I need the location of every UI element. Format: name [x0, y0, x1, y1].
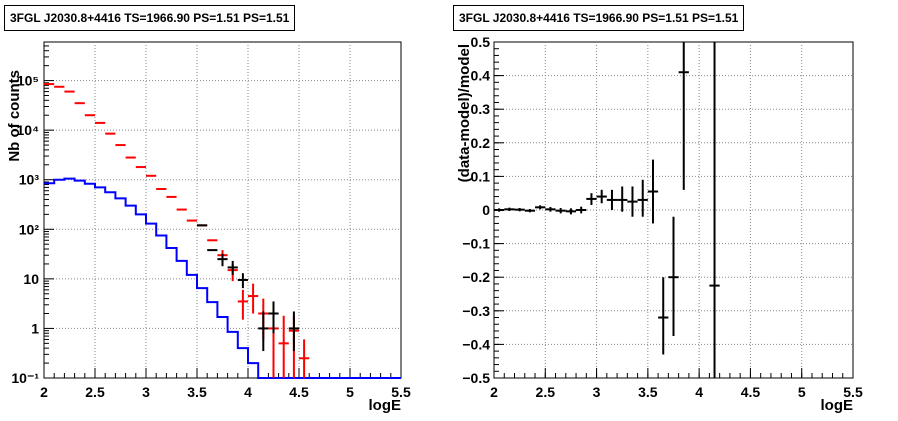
x-tick-label: 5.5	[391, 384, 411, 400]
y-tick-label: −0.2	[462, 269, 490, 285]
left-chart-panel: 2 2.5 3 3.5 4 4.5 5 5.5 10⁻¹ 1 10 10² 10³ 10⁴ 10⁵ logE N…	[4, 5, 411, 414]
y-tick-label: −0.3	[462, 303, 490, 319]
x-tick-label: 2.5	[85, 384, 105, 400]
x-tick-label: 2.5	[536, 384, 556, 400]
y-tick-label: 10³	[19, 172, 40, 188]
y-tick-label: 10²	[19, 221, 40, 237]
x-tick-label: 4	[695, 384, 703, 400]
y-tick-label: 0	[482, 202, 490, 218]
right-chart-panel: 2 2.5 3 3.5 4 4.5 5 5.5 −0.5 −0.4 −0.3 −0.2 −0.1 0 0.1…	[449, 0, 898, 421]
x-tick-label: 4	[244, 384, 252, 400]
y-tick-label: −0.5	[462, 370, 490, 386]
y-tick-label: 0.2	[471, 135, 491, 151]
y-axis-label: (data-model)/model	[456, 44, 473, 182]
y-tick-label: 0.5	[471, 34, 491, 50]
counts-chart: 2 2.5 3 3.5 4 4.5 5 5.5 10⁻¹ 1 10 10² 10³ 10⁴ 10⁵ logE N…	[6, 41, 411, 414]
residuals-chart: 2 2.5 3 3.5 4 4.5 5 5.5 −0.5 −0.4 −0.3 −0.2 −0.1 0 0.1…	[456, 34, 863, 414]
x-axis-label: logE	[369, 397, 402, 414]
x-tick-label: 3.5	[187, 384, 207, 400]
y-tick-label: 10	[23, 271, 39, 287]
x-tick-label: 2	[40, 384, 48, 400]
y-tick-label: 0.4	[471, 68, 491, 84]
right-chart-title: 3FGL J2030.8+4416 TS=1966.90 PS=1.51 PS=…	[453, 5, 745, 31]
x-tick-label: 4.5	[289, 384, 309, 400]
x-tick-label: 3.5	[638, 384, 658, 400]
y-tick-label: 10⁵	[17, 73, 39, 89]
y-tick-label: −0.1	[462, 236, 490, 252]
model-histogram	[44, 177, 401, 379]
y-tick-label: −0.4	[462, 336, 490, 352]
y-tick-label: 10⁴	[17, 122, 40, 138]
x-tick-label: 4.5	[741, 384, 761, 400]
y-axis-label: Nb of counts	[6, 70, 23, 162]
plot-frame	[43, 41, 402, 379]
x-tick-label: 3	[142, 384, 150, 400]
x-tick-label: 2	[490, 384, 498, 400]
x-tick-label: 5	[346, 384, 354, 400]
left-chart-title: 3FGL J2030.8+4416 TS=1966.90 PS=1.51 PS=…	[4, 5, 296, 31]
x-tick-label: 5.5	[843, 384, 863, 400]
y-tick-label: 1	[31, 320, 39, 336]
x-axis-label: logE	[821, 397, 854, 414]
y-tick-label: 0.3	[471, 101, 491, 117]
x-tick-label: 3	[593, 384, 601, 400]
x-tick-label: 5	[798, 384, 806, 400]
y-tick-label: 10⁻¹	[11, 370, 39, 386]
y-tick-label: 0.1	[471, 168, 491, 184]
